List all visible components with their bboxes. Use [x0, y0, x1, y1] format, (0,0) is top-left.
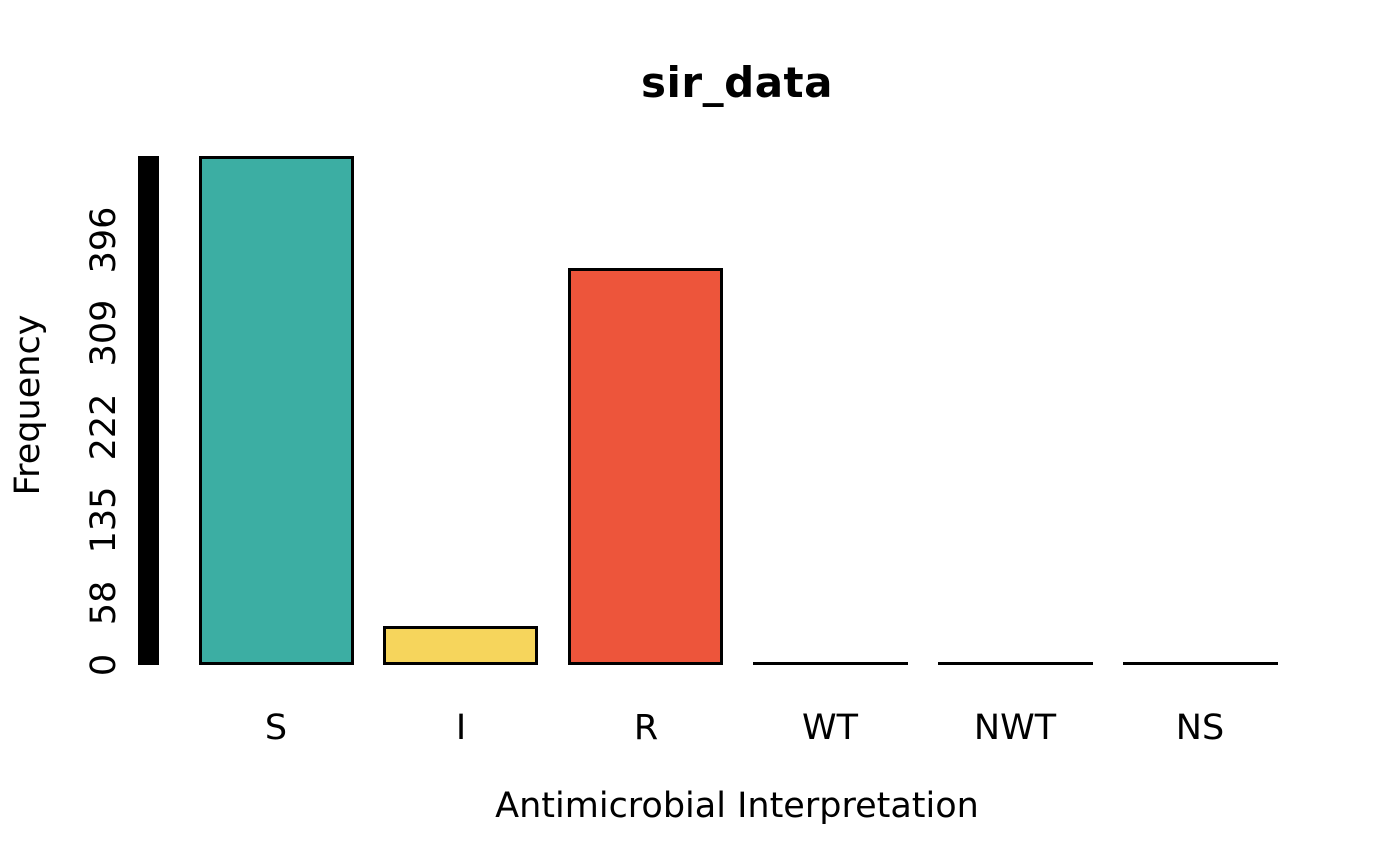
y-axis-bar [138, 156, 159, 665]
x-tick-label-nwt: NWT [973, 708, 1057, 748]
y-tick-label-text: 396 [84, 206, 124, 274]
x-tick-label-wt: WT [802, 708, 858, 748]
x-axis-title: Antimicrobial Interpretation [495, 786, 979, 826]
y-tick-label-text: 222 [84, 393, 124, 461]
y-tick-label-text: 135 [84, 486, 124, 554]
bar-s [199, 156, 354, 665]
y-tick-label-text: 0 [84, 653, 124, 677]
y-tick-label-text: 58 [84, 580, 124, 626]
x-tick-label-r: R [633, 708, 659, 748]
bar-i [383, 626, 538, 665]
x-tick-label-i: I [455, 708, 467, 748]
x-tick-label-s: S [264, 708, 288, 748]
x-tick-label-ns: NS [1175, 708, 1225, 748]
bar-nwt [938, 662, 1093, 665]
y-axis-title-text: Frequency [8, 314, 48, 496]
chart-title: sir_data [641, 58, 833, 107]
bar-wt [753, 662, 908, 665]
bar-r [568, 268, 723, 665]
y-tick-label-text: 309 [84, 299, 124, 367]
bar-ns [1123, 662, 1278, 665]
